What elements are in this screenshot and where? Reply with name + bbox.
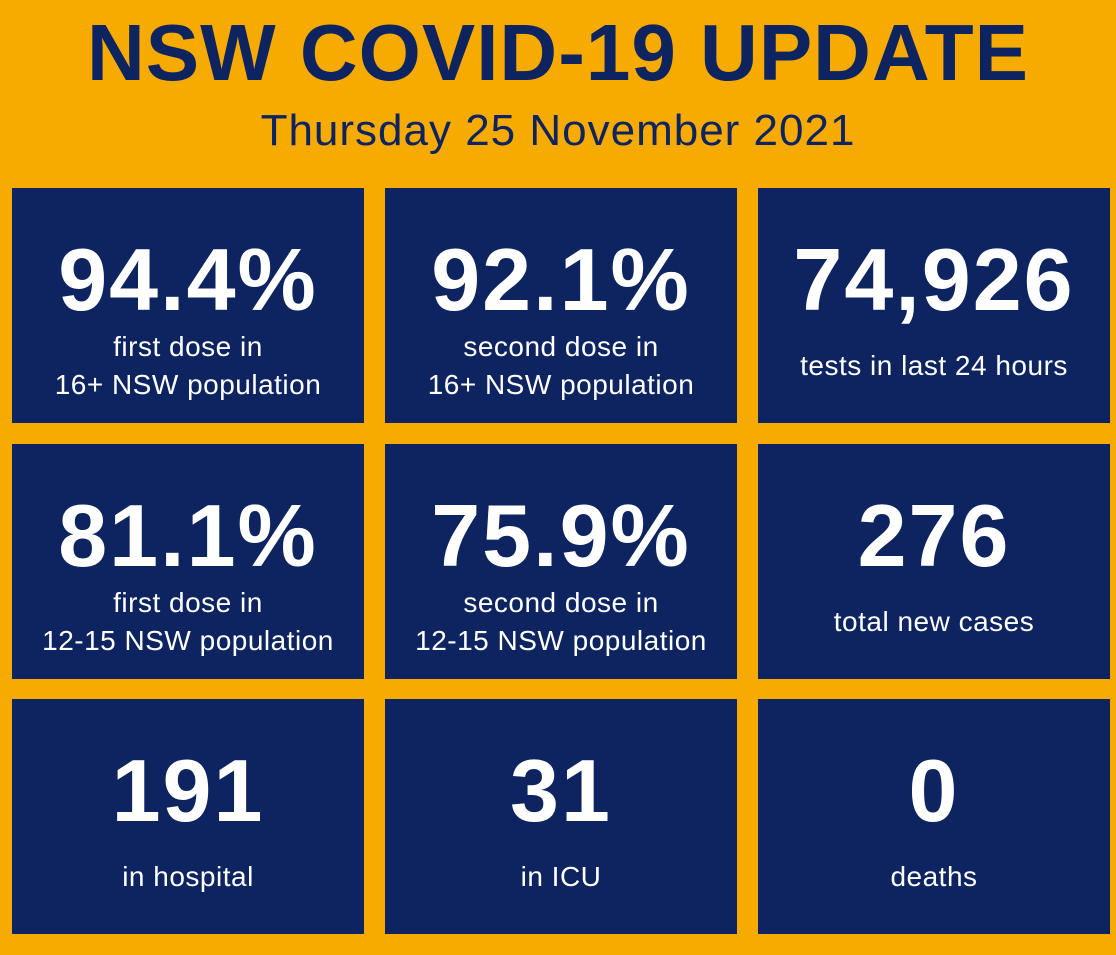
stat-label: second dose in 12-15 NSW population [385, 584, 737, 660]
stat-value: 74,926 [793, 230, 1075, 329]
stat-tile: 81.1% first dose in 12-15 NSW population [12, 444, 364, 679]
stat-label: tests in last 24 hours [758, 347, 1110, 385]
label-line: 12-15 NSW population [415, 625, 707, 656]
label-line: in ICU [520, 861, 602, 892]
stat-tile: 31 in ICU [385, 699, 737, 934]
label-line: 12-15 NSW population [42, 625, 334, 656]
stat-value: 94.4% [58, 230, 318, 329]
label-line: second dose in [463, 587, 659, 618]
stat-value: 276 [857, 486, 1011, 585]
date: Thursday 25 November 2021 [260, 106, 856, 155]
stat-value: 191 [111, 741, 265, 840]
label-line: in hospital [122, 861, 254, 892]
label-line: 16+ NSW population [54, 369, 322, 400]
stat-tile: 74,926 tests in last 24 hours [758, 188, 1110, 423]
stat-label: first dose in 12-15 NSW population [12, 584, 364, 660]
stat-tile: 276 total new cases [758, 444, 1110, 679]
stat-tile: 191 in hospital [12, 699, 364, 934]
stat-tile: 92.1% second dose in 16+ NSW population [385, 188, 737, 423]
stat-label: total new cases [758, 603, 1110, 641]
label-line: 16+ NSW population [427, 369, 695, 400]
label-line: first dose in [113, 587, 263, 618]
stat-tile: 0 deaths [758, 699, 1110, 934]
stat-label: in ICU [385, 858, 737, 896]
stat-value: 31 [510, 741, 612, 840]
stat-tile: 94.4% first dose in 16+ NSW population [12, 188, 364, 423]
label-line: first dose in [113, 331, 263, 362]
stat-label: second dose in 16+ NSW population [385, 328, 737, 404]
label-line: total new cases [833, 606, 1035, 637]
stat-value: 81.1% [58, 486, 318, 585]
stat-value: 0 [908, 741, 960, 840]
stat-value: 75.9% [431, 486, 691, 585]
stat-label: first dose in 16+ NSW population [12, 328, 364, 404]
title: NSW COVID-19 UPDATE [86, 8, 1030, 97]
label-line: deaths [890, 861, 978, 892]
stat-tile: 75.9% second dose in 12-15 NSW population [385, 444, 737, 679]
stat-label: in hospital [12, 858, 364, 896]
label-line: tests in last 24 hours [800, 350, 1068, 381]
stat-value: 92.1% [431, 230, 691, 329]
label-line: second dose in [463, 331, 659, 362]
stat-label: deaths [758, 858, 1110, 896]
